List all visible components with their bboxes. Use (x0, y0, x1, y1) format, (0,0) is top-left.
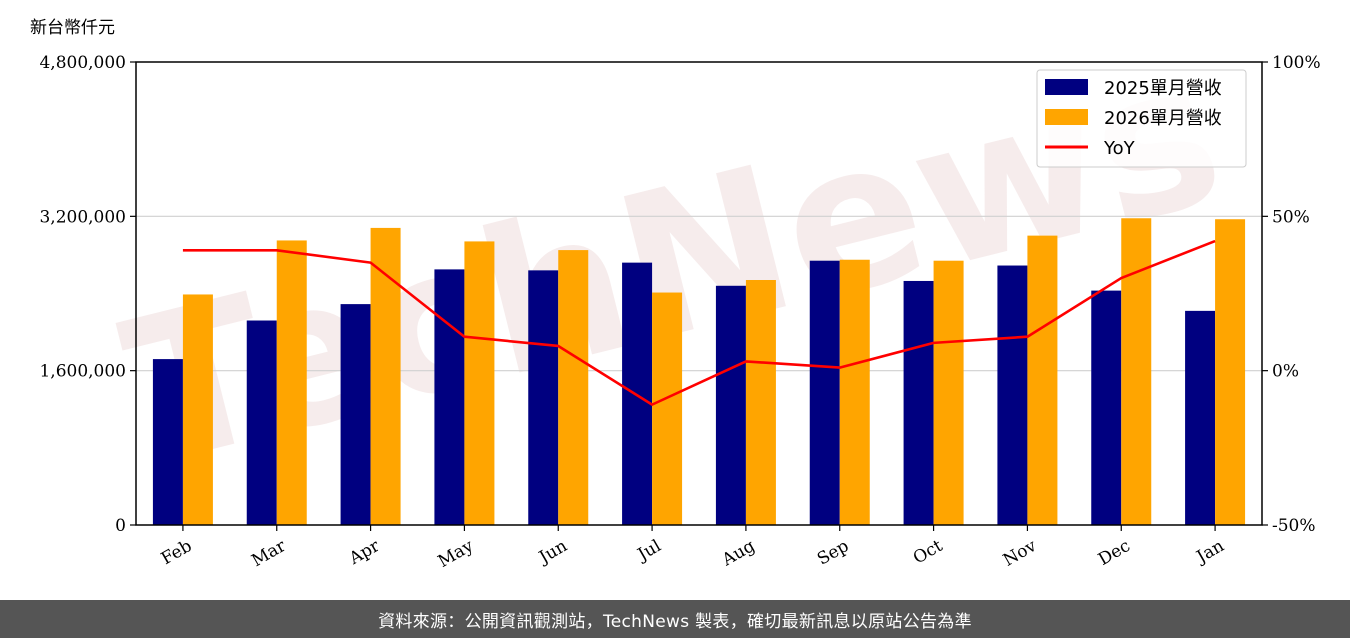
bar-2026-apr (370, 227, 401, 526)
y-tick-label: 3,200,000 (39, 207, 126, 227)
bar-2026-sep (839, 259, 870, 525)
source-footer: 資料來源：公開資訊觀測站，TechNews 製表，確切最新訊息以原站公告為準 (0, 600, 1350, 638)
bar-2026-mar (276, 240, 307, 525)
y-tick-label: 1,600,000 (39, 362, 126, 382)
revenue-chart: TechNews 01,600,0003,200,0004,800,000-50… (30, 16, 1321, 572)
bar-2026-dec (1121, 218, 1152, 525)
bar-2025-may (434, 269, 465, 525)
bar-2025-jun (528, 270, 559, 525)
x-tick-label: Feb (158, 536, 196, 569)
x-tick-label: Sep (814, 536, 852, 570)
y2-tick-label: 0% (1272, 362, 1299, 382)
x-tick-label: Mar (248, 536, 290, 572)
bar-2025-feb (152, 359, 183, 525)
y-tick-label: 4,800,000 (39, 53, 126, 73)
bar-2025-nov (997, 265, 1028, 525)
bar-2026-may (464, 241, 495, 525)
bar-2026-aug (745, 279, 776, 525)
legend-label: 2025單月營收 (1104, 78, 1222, 99)
bar-2025-aug (715, 285, 746, 525)
yoy-line (182, 239, 1216, 406)
legend-swatch (1045, 109, 1088, 125)
x-tick-label: Oct (910, 536, 946, 569)
legend-label: YoY (1103, 138, 1136, 159)
x-tick-label: Jan (1192, 536, 1228, 568)
bar-2025-oct (903, 280, 934, 525)
bar-2025-dec (1091, 290, 1122, 525)
bar-2025-mar (246, 320, 277, 525)
y-axis-unit-label: 新台幣仟元 (30, 18, 115, 38)
legend-label: 2026單月營收 (1104, 108, 1222, 129)
legend-swatch (1045, 79, 1088, 95)
x-tick-label: May (435, 536, 478, 572)
legend-box (1036, 69, 1247, 168)
x-tick-label: Dec (1095, 536, 1134, 570)
bar-2026-nov (1027, 235, 1058, 525)
bar-2026-jul (652, 292, 683, 525)
y2-tick-label: 100% (1272, 53, 1321, 73)
y2-tick-label: -50% (1272, 516, 1316, 536)
x-tick-label: Jun (534, 536, 571, 569)
y2-tick-label: 50% (1272, 207, 1310, 227)
x-tick-label: Apr (345, 536, 384, 570)
x-tick-label: Aug (718, 536, 759, 571)
y-tick-label: 0 (115, 516, 126, 536)
bar-2025-apr (340, 304, 371, 525)
bar-2026-feb (182, 294, 213, 525)
bar-2026-jun (558, 250, 589, 525)
bar-2026-jan (1215, 219, 1246, 525)
x-tick-label: Nov (1000, 536, 1040, 571)
plot-frame (135, 61, 1263, 526)
bar-2025-sep (809, 260, 840, 525)
bar-2025-jan (1185, 310, 1216, 525)
bar-2026-oct (933, 260, 964, 525)
x-tick-label: Jul (633, 536, 665, 566)
